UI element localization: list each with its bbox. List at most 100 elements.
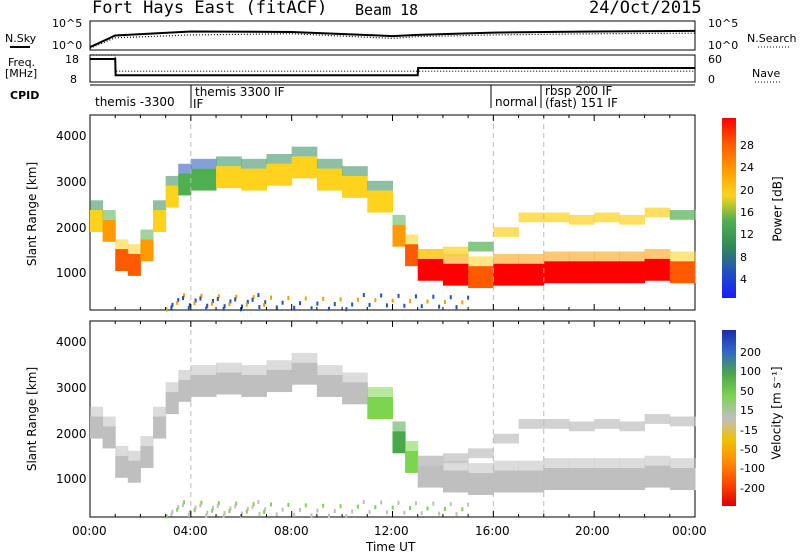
nave-label: Nave [752,67,781,80]
heatmap-cell [153,406,167,417]
heatmap-cell [442,460,469,471]
velocity-cbar-tick: -50 [740,443,758,456]
heatmap-cell [443,299,446,304]
heatmap-cell [252,502,255,507]
heatmap-cell [669,416,696,427]
heatmap-cell [216,296,219,301]
heatmap-cell [397,500,400,505]
heatmap-cell [391,298,394,303]
heatmap-cell [442,263,469,286]
heatmap-cell [234,504,237,509]
power-cbar-tick: 12 [740,228,754,241]
heatmap-cell [518,470,545,493]
nsky-tick-bottom: 10^0 [52,39,83,52]
heatmap-cell [461,507,464,512]
velocity-ylabel: Slant Range [km] [25,366,40,472]
heatmap-cell [165,392,179,415]
heatmap-cell [291,352,318,363]
heatmap-cell [102,426,116,449]
velocity-cbar-tick: 50 [740,385,754,398]
heatmap-cell [493,263,520,286]
heatmap-cell [266,360,293,370]
velocity-cbar-tick: -200 [740,482,765,495]
heatmap-cell [90,406,104,417]
beam-title: Beam 18 [355,1,419,19]
heatmap-cell [409,299,412,304]
heatmap-cell [619,458,646,468]
nsky-tick-top: 10^5 [52,17,83,30]
freq-tick-top: 18 [65,53,79,66]
heatmap-cell [417,465,444,488]
heatmap-cell [644,258,671,281]
heatmap-cell [518,460,545,471]
xtick: 12:00 [374,524,409,538]
heatmap-cell [287,502,290,507]
heatmap-cell [543,468,570,491]
heatmap-cell [90,210,104,232]
heatmap-cell [188,303,191,308]
heatmap-cell [342,175,368,198]
heatmap-cell [298,301,301,306]
nsearch-tick-top: 10^5 [708,17,739,30]
heatmap-cell [455,512,458,517]
heatmap-cell [316,158,343,169]
velocity-ytick: 4000 [56,335,87,349]
heatmap-cell [264,507,267,512]
xtick: 08:00 [274,524,309,538]
heatmap-cell [115,445,129,456]
heatmap-cell [368,302,371,307]
heatmap-cell [518,253,545,264]
power-cbar-tick: 8 [740,251,747,264]
heatmap-cell [374,505,377,510]
heatmap-cell [543,212,570,223]
heatmap-cell [293,512,296,517]
xtick: 16:00 [475,524,510,538]
heatmap-cell [345,514,348,519]
heatmap-cell [178,379,192,402]
heatmap-cell [246,506,249,511]
heatmap-cell [568,261,595,284]
heatmap-cell [153,200,167,211]
heatmap-cell [217,501,220,506]
power-cbar-tick: 28 [740,139,754,152]
heatmap-cell [518,212,545,223]
heatmap-cell [115,455,129,478]
heatmap-cell [405,244,419,267]
heatmap-cell [368,509,371,514]
heatmap-cell [322,296,325,301]
freq-tick-bottom: 8 [70,73,77,86]
heatmap-cell [183,500,186,505]
heatmap-cell [178,370,192,380]
heatmap-cell [339,297,342,302]
heatmap-cell [102,416,116,427]
heatmap-cell [405,234,419,245]
heatmap-cell [176,300,179,305]
heatmap-cell [644,207,671,218]
heatmap-cell [241,374,267,397]
nave-tick-bottom: 0 [708,73,715,86]
heatmap-cell [235,501,238,506]
heatmap-cell [263,509,266,514]
heatmap-cell [414,294,417,299]
heatmap-cell [443,506,446,511]
heatmap-cell [304,296,307,301]
heatmap-cell [426,506,429,511]
velocity-cbar-tick: 100 [740,365,761,378]
heatmap-cell [266,154,293,164]
cpid-if: IF [193,97,204,111]
velocity-ytick: 2000 [56,427,87,441]
heatmap-cell [669,251,696,262]
heatmap-cell [342,382,368,405]
heatmap-cell [178,173,192,196]
heatmap-cell [432,501,435,506]
heatmap-cell [165,185,179,208]
heatmap-cell [216,166,242,189]
heatmap-cell [420,511,423,516]
velocity-cbar-label: Velocity [m s⁻¹] [769,366,784,460]
heatmap-cell [442,453,469,464]
heatmap-cell [669,468,696,491]
heatmap-cell [391,505,394,510]
heatmap-cell [216,362,242,373]
heatmap-cell [153,416,167,439]
velocity-ytick: 1000 [56,472,87,486]
